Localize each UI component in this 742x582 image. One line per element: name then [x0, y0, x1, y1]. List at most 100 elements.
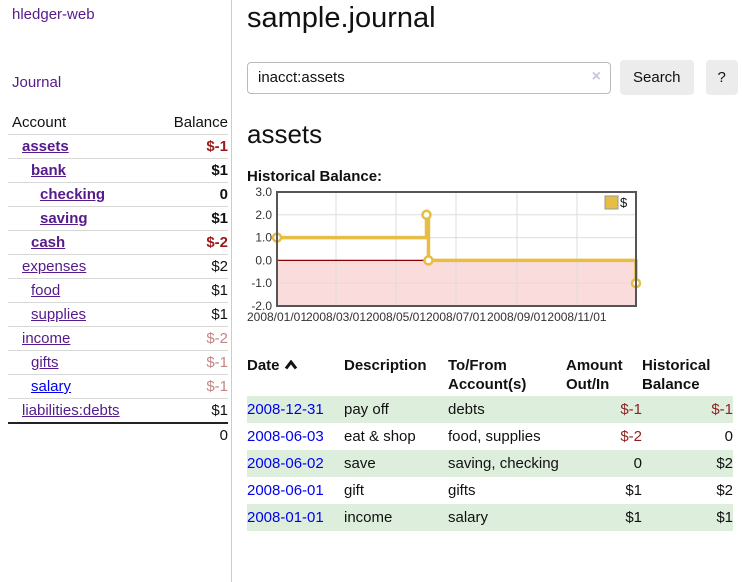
legend-swatch [604, 195, 619, 210]
search-wrap: × [247, 61, 611, 94]
column-header-accounts: To/From Account(s) [448, 357, 527, 393]
account-balance: $-1 [152, 374, 228, 399]
transaction-date-link[interactable]: 2008-12-31 [247, 401, 324, 418]
search-input[interactable] [247, 61, 611, 94]
transaction-row: 2008-06-01 gift gifts $1 $2 [247, 477, 733, 504]
transaction-row: 2008-01-01 income salary $1 $1 [247, 504, 733, 531]
account-title: assets [247, 119, 323, 149]
svg-text:-2.0: -2.0 [251, 299, 272, 313]
brand-link[interactable]: hledger-web [12, 6, 95, 23]
svg-text:2008/09/01: 2008/09/01 [487, 310, 547, 324]
accounts-total-value: 0 [152, 422, 228, 447]
account-row: salary $-1 [8, 374, 228, 399]
svg-text:2008/11/01: 2008/11/01 [547, 310, 606, 324]
page-title: sample.journal [247, 2, 436, 34]
transaction-date-cell: 2008-12-31 [247, 396, 344, 423]
transaction-date-link[interactable]: 2008-06-02 [247, 455, 324, 472]
transaction-amount: $1 [625, 482, 642, 499]
accounts-total-spacer [8, 422, 153, 447]
account-balance: $1 [152, 158, 228, 183]
accounts-header-balance: Balance [152, 111, 228, 135]
account-link[interactable]: saving [40, 210, 88, 227]
help-button[interactable]: ? [705, 60, 738, 95]
account-balance: $-2 [152, 326, 228, 351]
transactions-table: Date Description To/From Account(s) Amou… [247, 354, 733, 531]
search-button[interactable]: Search [620, 60, 694, 95]
svg-text:2008/05/01: 2008/05/01 [366, 310, 426, 324]
svg-text:2008/03/01: 2008/03/01 [306, 310, 366, 324]
account-link[interactable]: bank [31, 162, 67, 179]
transaction-balance: $2 [716, 482, 733, 499]
transaction-row: 2008-12-31 pay off debts $-1 $-1 [247, 396, 733, 423]
transaction-balance: 0 [724, 428, 733, 445]
transaction-date-cell: 2008-06-01 [247, 477, 344, 504]
column-header-description: Description [344, 357, 427, 374]
transactions-table-body: 2008-12-31 pay off debts $-1 $-1 2008-06-03 ea… [247, 396, 733, 531]
account-row: supplies $1 [8, 302, 228, 327]
sidebar: hledger-web Journal Account Balance asse… [0, 0, 232, 582]
account-link[interactable]: checking [40, 186, 106, 203]
account-row: expenses $2 [8, 254, 228, 279]
transaction-amount: $-1 [620, 401, 642, 418]
accounts-header-account: Account [8, 111, 153, 135]
accounts-table-body: assets $-1 bank $1 checking 0 saving $1 cash $-2 e… [8, 134, 228, 424]
transaction-date-cell: 2008-01-01 [247, 504, 344, 531]
account-row: gifts $-1 [8, 350, 228, 375]
transaction-description: gift [344, 482, 365, 499]
account-balance: $1 [152, 278, 228, 303]
transaction-date-cell: 2008-06-03 [247, 423, 344, 450]
account-row: income $-2 [8, 326, 228, 351]
account-row: liabilities:debts $1 [8, 398, 228, 424]
account-balance: $1 [152, 206, 228, 231]
account-balance: $-1 [152, 350, 228, 375]
account-link[interactable]: liabilities:debts [22, 402, 120, 419]
transaction-row: 2008-06-02 save saving, checking 0 $2 [247, 450, 733, 477]
account-link[interactable]: expenses [22, 258, 87, 275]
legend-label: $ [620, 195, 628, 210]
svg-text:-1.0: -1.0 [251, 276, 272, 290]
accounts-table: Account Balance assets $-1 bank $1 checking 0… [8, 111, 228, 447]
main-content: sample.journal × Search ? assets Histori… [232, 0, 742, 582]
account-row: food $1 [8, 278, 228, 303]
transaction-balance: $1 [716, 509, 733, 526]
transaction-amount: 0 [633, 455, 642, 472]
transaction-description: save [344, 455, 376, 472]
transaction-amount: $-2 [620, 428, 642, 445]
historical-balance-chart: 3.0 2.0 1.0 0.0 -1.0 -2.02008/01/012008/03/01… [247, 185, 642, 324]
chart-title: Historical Balance: [247, 168, 383, 185]
transaction-description: eat & shop [344, 428, 416, 445]
transaction-date-cell: 2008-06-02 [247, 450, 344, 477]
transaction-date-link[interactable]: 2008-01-01 [247, 509, 324, 526]
search-row: × Search ? [247, 60, 742, 95]
account-link[interactable]: gifts [31, 354, 59, 371]
account-link[interactable]: food [31, 282, 61, 299]
svg-text:2008/07/01: 2008/07/01 [426, 310, 486, 324]
account-link[interactable]: income [22, 330, 71, 347]
svg-text:1.0: 1.0 [255, 231, 272, 245]
transaction-row: 2008-06-03 eat & shop food, supplies $-2 0 [247, 423, 733, 450]
account-link[interactable]: cash [31, 234, 66, 251]
account-balance: $1 [152, 302, 228, 327]
sidebar-nav: Journal [12, 74, 231, 91]
app-brand: hledger-web [12, 6, 231, 23]
transaction-accounts: gifts [448, 482, 476, 499]
sort-ascending-icon [284, 359, 297, 370]
column-header-amount: Amount Out/In [566, 357, 623, 393]
transaction-date-link[interactable]: 2008-06-01 [247, 482, 324, 499]
transaction-balance: $2 [716, 455, 733, 472]
transaction-date-link[interactable]: 2008-06-03 [247, 428, 324, 445]
account-link[interactable]: salary [31, 378, 72, 395]
clear-search-icon[interactable]: × [591, 67, 601, 85]
account-row: assets $-1 [8, 134, 228, 159]
accounts-total-row: 0 [8, 422, 228, 447]
svg-text:0.0: 0.0 [255, 253, 272, 267]
account-row: checking 0 [8, 182, 228, 207]
account-balance: $1 [152, 398, 228, 424]
account-link[interactable]: assets [22, 138, 69, 155]
transactions-header-row: Date Description To/From Account(s) Amou… [247, 354, 733, 396]
account-link[interactable]: supplies [31, 306, 87, 323]
column-header-date[interactable]: Date [247, 354, 344, 396]
svg-text:3.0: 3.0 [255, 185, 272, 199]
sidebar-item-journal[interactable]: Journal [12, 74, 62, 91]
